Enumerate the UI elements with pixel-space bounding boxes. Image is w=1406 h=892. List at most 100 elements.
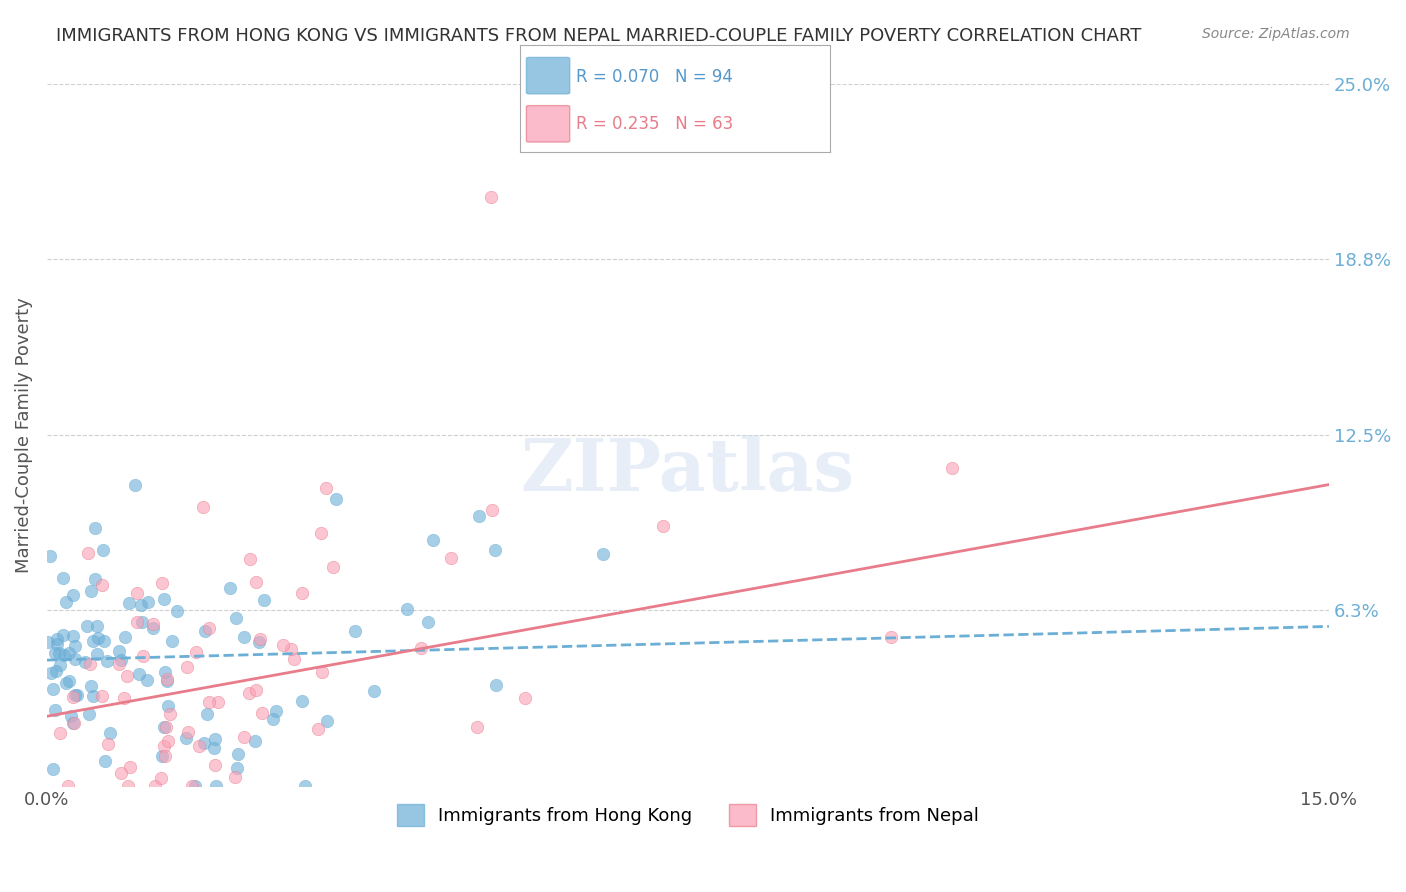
Point xyxy=(422,533,444,548)
Point xyxy=(44,703,66,717)
Point xyxy=(194,624,217,638)
Point xyxy=(252,592,274,607)
Point xyxy=(79,657,101,672)
Point xyxy=(156,673,179,687)
Point xyxy=(204,780,226,794)
Point xyxy=(65,640,87,654)
Point xyxy=(156,673,179,688)
Point xyxy=(141,621,163,635)
Point xyxy=(183,780,205,794)
Point xyxy=(245,682,267,697)
Point xyxy=(110,766,132,780)
Point xyxy=(291,694,314,708)
Point xyxy=(52,571,75,585)
Point xyxy=(465,720,488,734)
Point xyxy=(108,657,131,671)
Point xyxy=(110,653,132,667)
Point xyxy=(49,658,72,673)
Point xyxy=(59,708,82,723)
Point xyxy=(86,647,108,661)
Point xyxy=(150,575,173,590)
Point xyxy=(52,648,75,663)
Point xyxy=(83,521,105,535)
FancyBboxPatch shape xyxy=(526,105,569,142)
Point xyxy=(124,478,146,492)
Point xyxy=(42,682,65,697)
Point xyxy=(280,641,302,656)
Point xyxy=(41,666,63,681)
Point xyxy=(98,726,121,740)
Point xyxy=(83,572,105,586)
Point xyxy=(150,771,173,785)
Point xyxy=(55,675,77,690)
Point xyxy=(193,736,215,750)
Point xyxy=(63,688,86,702)
Point xyxy=(62,716,84,731)
Point xyxy=(238,686,260,700)
Point xyxy=(80,584,103,599)
Point xyxy=(93,634,115,648)
Point xyxy=(273,638,295,652)
Point xyxy=(204,758,226,772)
Point xyxy=(309,526,332,541)
Point xyxy=(97,737,120,751)
Point xyxy=(193,500,215,514)
Point xyxy=(204,732,226,747)
Point xyxy=(176,660,198,674)
Point xyxy=(153,665,176,680)
Point xyxy=(243,734,266,748)
Point xyxy=(283,651,305,665)
Point xyxy=(94,754,117,768)
Point xyxy=(159,706,181,721)
Point xyxy=(880,630,903,644)
Point xyxy=(315,481,337,495)
Point xyxy=(49,726,72,740)
Point xyxy=(160,633,183,648)
Text: R = 0.235   N = 63: R = 0.235 N = 63 xyxy=(576,115,733,133)
Point xyxy=(592,547,614,561)
Point xyxy=(136,673,159,687)
Point xyxy=(239,552,262,566)
Point xyxy=(157,734,180,748)
Point xyxy=(245,575,267,590)
Point xyxy=(75,655,97,669)
Y-axis label: Married-Couple Family Poverty: Married-Couple Family Poverty xyxy=(15,298,32,574)
Point xyxy=(114,630,136,644)
Point xyxy=(198,695,221,709)
Point xyxy=(153,739,176,754)
Point xyxy=(484,542,506,557)
Point xyxy=(44,647,66,661)
Point xyxy=(82,689,104,703)
Point xyxy=(174,731,197,746)
Point xyxy=(56,780,79,794)
Point xyxy=(58,673,80,688)
Point xyxy=(129,598,152,612)
Point xyxy=(157,699,180,714)
Point xyxy=(515,690,537,705)
Point xyxy=(291,586,314,600)
Text: Source: ZipAtlas.com: Source: ZipAtlas.com xyxy=(1202,27,1350,41)
Point xyxy=(55,595,77,609)
Point xyxy=(76,619,98,633)
Point xyxy=(117,780,139,794)
Point xyxy=(311,665,333,680)
Point xyxy=(481,502,503,516)
Point xyxy=(42,762,65,776)
Point xyxy=(125,615,148,629)
Point xyxy=(207,695,229,709)
Point xyxy=(224,770,246,784)
FancyBboxPatch shape xyxy=(526,57,569,94)
Point xyxy=(63,715,86,730)
Point xyxy=(294,780,316,794)
Point xyxy=(343,624,366,638)
Point xyxy=(325,491,347,506)
Point xyxy=(115,669,138,683)
Point xyxy=(479,190,502,204)
Point xyxy=(142,617,165,632)
Point xyxy=(409,641,432,656)
Point xyxy=(155,749,177,764)
Point xyxy=(150,749,173,764)
Point xyxy=(143,780,166,794)
Point xyxy=(86,618,108,632)
Point xyxy=(440,550,463,565)
